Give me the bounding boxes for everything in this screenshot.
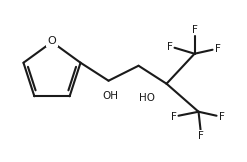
Text: F: F [198,131,204,141]
Text: OH: OH [103,91,119,101]
Text: F: F [192,25,197,35]
Text: F: F [166,42,172,52]
Text: F: F [215,44,221,54]
Text: HO: HO [139,93,155,103]
Text: F: F [171,112,176,122]
Text: F: F [219,112,225,122]
Text: O: O [48,36,56,46]
